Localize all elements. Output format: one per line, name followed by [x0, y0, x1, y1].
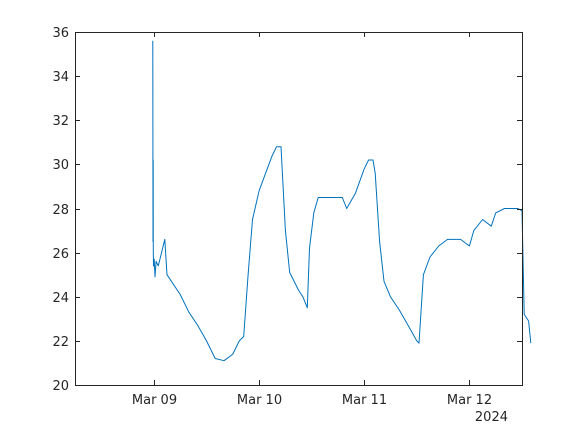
y-tick-label: 26	[52, 247, 69, 262]
x-ticks: Mar 09 Mar 10 Mar 11 Mar 12	[132, 32, 492, 408]
y-tick-label: 32	[52, 114, 69, 129]
x-tick-label: Mar 10	[237, 393, 282, 408]
plot-area	[75, 32, 522, 385]
y-tick-label: 34	[52, 70, 69, 85]
y-tick-label: 28	[52, 203, 69, 218]
x-tick-label: Mar 11	[342, 393, 387, 408]
x-secondary-label: 2024	[475, 410, 508, 425]
y-tick-label: 22	[52, 335, 69, 350]
x-tick-label: Mar 09	[132, 393, 177, 408]
y-tick-label: 36	[52, 26, 69, 41]
y-ticks: 20 22 24 26 28 30 32 34 36	[52, 26, 522, 394]
series-layer	[152, 40, 532, 362]
y-tick-label: 30	[52, 158, 69, 173]
series-line	[152, 40, 532, 362]
y-tick-label: 24	[52, 291, 69, 306]
x-tick-label: Mar 12	[447, 393, 492, 408]
y-tick-label: 20	[52, 379, 69, 394]
